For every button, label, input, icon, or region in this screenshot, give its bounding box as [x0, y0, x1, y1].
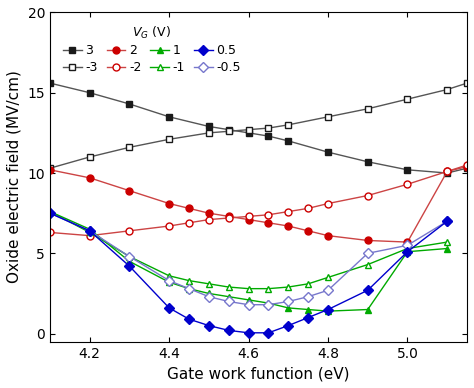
Legend: 3, -3, 2, -2, 1, -1, 0.5, -0.5: 3, -3, 2, -2, 1, -1, 0.5, -0.5 — [60, 22, 243, 76]
Y-axis label: Oxide electric field (MV/cm): Oxide electric field (MV/cm) — [7, 71, 22, 284]
X-axis label: Gate work function (eV): Gate work function (eV) — [167, 366, 350, 381]
